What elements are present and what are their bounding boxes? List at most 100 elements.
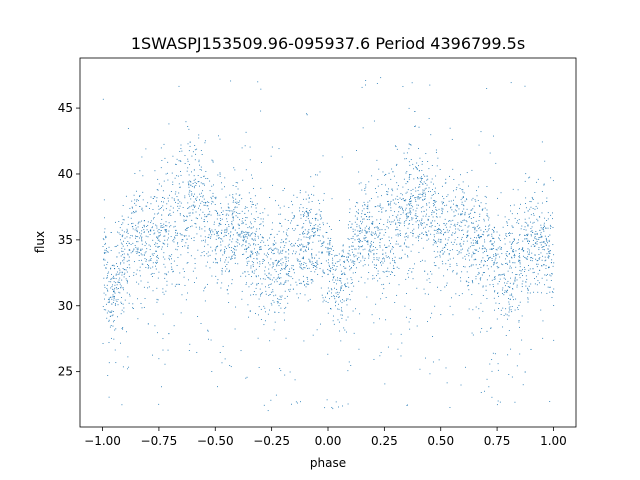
data-point [471,294,473,296]
data-point [210,214,212,216]
data-point [367,243,369,245]
data-point [206,283,208,285]
data-point [449,250,451,251]
data-point [234,169,236,171]
data-point [112,277,114,279]
data-point [187,252,189,254]
data-point [253,243,255,245]
data-point [400,222,402,224]
data-point [473,217,475,219]
data-point [517,220,518,222]
data-point [452,257,454,259]
data-point [329,240,331,241]
data-point [448,254,450,256]
data-point [403,225,405,227]
data-point [228,269,230,271]
data-point [486,298,488,300]
data-point [431,312,433,314]
data-point [408,203,410,205]
data-point [525,281,527,283]
data-point [505,253,507,255]
data-point [419,186,421,188]
data-point [304,233,306,235]
data-point [299,260,301,262]
data-point [381,208,383,210]
data-point [255,244,257,246]
y-tick-label: 25 [58,365,73,379]
data-point [230,234,231,236]
data-point [252,204,254,205]
data-point [262,237,264,239]
data-point [489,248,491,250]
data-point [242,272,244,274]
data-point [221,182,222,184]
data-point [342,245,344,247]
data-point [232,228,234,230]
data-point [129,249,131,251]
data-point [511,306,513,307]
data-point [360,239,361,241]
data-point [300,401,301,403]
data-point [516,284,518,286]
data-point [339,264,341,266]
data-point [255,268,257,270]
data-point [367,212,369,213]
data-point [517,307,519,309]
data-point [480,131,482,133]
data-point [375,232,377,234]
data-point [434,225,436,227]
data-point [258,253,260,255]
data-point [518,256,520,258]
data-point [190,191,192,192]
data-point [284,245,286,247]
data-point [251,261,253,263]
data-point [468,216,470,218]
data-point [209,254,211,256]
data-point [104,259,106,261]
data-point [352,231,354,233]
data-point [479,227,481,229]
data-point [446,223,448,225]
data-point [286,273,288,275]
data-point [490,328,492,329]
data-point [127,254,129,256]
data-point [377,205,379,207]
data-point [551,291,553,293]
data-point [338,253,340,255]
data-point [246,248,247,250]
data-point [342,273,344,275]
data-point [357,202,359,204]
data-point [199,214,201,216]
data-point [171,172,173,174]
data-point [511,243,513,245]
data-point [460,245,462,247]
data-point [367,240,369,242]
data-point [355,308,357,310]
data-point [284,265,286,267]
data-point [528,243,530,245]
data-point [102,343,104,344]
data-point [237,263,239,265]
data-point [266,275,268,277]
data-point [536,243,538,245]
data-point [358,171,360,173]
data-point [360,216,362,218]
data-point [111,311,112,313]
data-point [480,277,482,279]
data-point [137,200,139,202]
data-point [388,282,390,284]
data-point [352,262,354,264]
data-point [486,88,488,89]
data-point [416,168,418,169]
data-point [179,201,181,203]
data-point [341,302,343,304]
data-point [197,218,198,220]
data-point [456,272,458,274]
data-point [331,198,333,200]
data-point [335,305,336,307]
data-point [181,240,183,242]
data-point [272,262,274,264]
data-point [467,250,469,252]
data-point [379,238,381,240]
data-point [371,223,373,225]
